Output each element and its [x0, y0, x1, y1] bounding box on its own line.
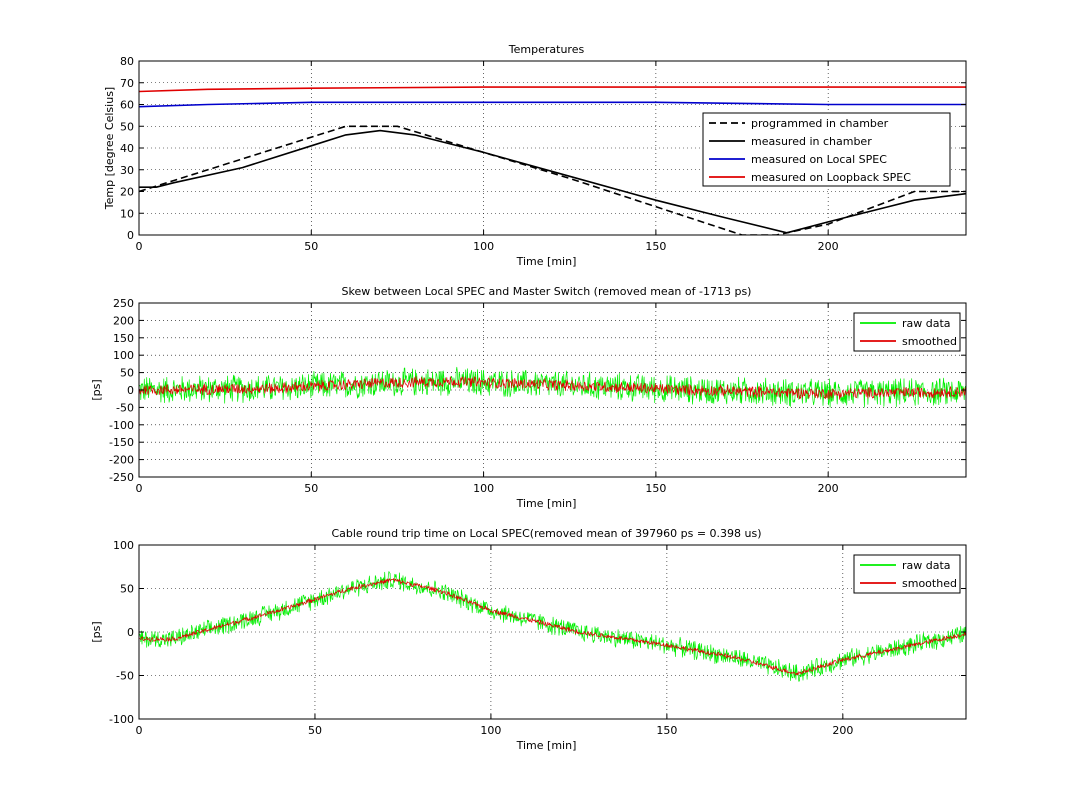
x-tick-label: 50 — [304, 240, 318, 253]
y-tick-label: 40 — [120, 142, 134, 155]
x-tick-label: 50 — [304, 482, 318, 495]
x-tick-label: 200 — [818, 482, 839, 495]
y-axis-label: [ps] — [90, 621, 103, 642]
y-axis-label: Temp [degree Celsius] — [103, 87, 116, 210]
chart-panel-3: 0 50 100 150 200 -100 -50 0 50 100 Cable round tri… — [90, 527, 967, 752]
y-tick-label: -100 — [109, 713, 134, 726]
x-tick-label: 0 — [136, 724, 143, 737]
legend-entry-label: measured in chamber — [751, 135, 872, 148]
chart-panel-2: 0 50 100 150 200 -250 -200 -150 -100 -50 0 50 100 150… — [90, 285, 967, 510]
x-tick-label: 50 — [308, 724, 322, 737]
chart-title: Temperatures — [508, 43, 585, 56]
y-tick-label: 0 — [127, 384, 134, 397]
y-tick-label: -150 — [109, 436, 134, 449]
series-group — [139, 86, 966, 235]
legend-entry-label: raw data — [902, 559, 951, 572]
legend-entry-label: measured on Local SPEC — [751, 153, 887, 166]
x-tick-label: 100 — [473, 240, 494, 253]
y-tick-label: 80 — [120, 55, 134, 68]
y-axis-label: [ps] — [90, 379, 103, 400]
x-tick-label: 150 — [645, 240, 666, 253]
series-line-smoothed — [139, 375, 966, 400]
y-tick-label: 50 — [120, 583, 134, 596]
legend-entry-label: smoothed — [902, 577, 957, 590]
y-tick-label: 20 — [120, 186, 134, 199]
series-line-raw-data — [139, 366, 966, 408]
series-line-measured-on-local-spec — [139, 101, 966, 108]
y-tick-label: -200 — [109, 454, 134, 467]
chart-panel-1: 0 50 100 150 200 0 10 20 30 40 50 60 70 80 Temperature… — [103, 43, 967, 268]
y-tick-label: 0 — [127, 229, 134, 242]
y-tick-label: 50 — [120, 120, 134, 133]
legend-entry-label: raw data — [902, 317, 951, 330]
y-tick-label: 250 — [113, 297, 134, 310]
x-tick-label: 200 — [832, 724, 853, 737]
y-tick-label: 150 — [113, 332, 134, 345]
legend-entry-label: measured on Loopback SPEC — [751, 171, 911, 184]
x-axis-label: Time [min] — [516, 497, 577, 510]
x-axis-label: Time [min] — [516, 739, 577, 752]
y-tick-label: -50 — [116, 670, 134, 683]
y-tick-label: 10 — [120, 207, 134, 220]
series-group — [139, 571, 966, 682]
y-tick-label: -50 — [116, 401, 134, 414]
series-line-smoothed — [139, 578, 966, 676]
legend: raw data smoothed — [853, 554, 961, 594]
y-tick-label: 200 — [113, 314, 134, 327]
y-tick-label: 70 — [120, 77, 134, 90]
series-group — [139, 366, 966, 408]
x-tick-label: 0 — [136, 482, 143, 495]
y-tick-label: 30 — [120, 164, 134, 177]
legend-entry-label: programmed in chamber — [751, 117, 889, 130]
y-tick-label: 100 — [113, 539, 134, 552]
series-line-measured-on-loopback-spec — [139, 86, 966, 93]
legend-box — [853, 554, 961, 594]
x-tick-label: 100 — [480, 724, 501, 737]
legend-box — [702, 112, 951, 187]
x-tick-label: 100 — [473, 482, 494, 495]
y-tick-label: 50 — [120, 367, 134, 380]
x-tick-label: 150 — [656, 724, 677, 737]
series-line-measured-in-chamber — [139, 129, 966, 234]
y-tick-label: 60 — [120, 99, 134, 112]
x-tick-label: 0 — [136, 240, 143, 253]
legend: programmed in chamber measured in chamber… — [702, 112, 951, 187]
x-tick-label: 200 — [818, 240, 839, 253]
chart-title: Cable round trip time on Local SPEC(remo… — [331, 527, 761, 540]
legend-entry-label: smoothed — [902, 335, 957, 348]
y-tick-label: 0 — [127, 626, 134, 639]
chart-title: Skew between Local SPEC and Master Switc… — [342, 285, 752, 298]
legend-box — [853, 312, 961, 352]
y-tick-label: 100 — [113, 349, 134, 362]
series-line-programmed-in-chamber — [139, 125, 966, 235]
x-axis-label: Time [min] — [516, 255, 577, 268]
x-tick-label: 150 — [645, 482, 666, 495]
legend: raw data smoothed — [853, 312, 961, 352]
y-tick-label: -250 — [109, 471, 134, 484]
y-tick-label: -100 — [109, 419, 134, 432]
